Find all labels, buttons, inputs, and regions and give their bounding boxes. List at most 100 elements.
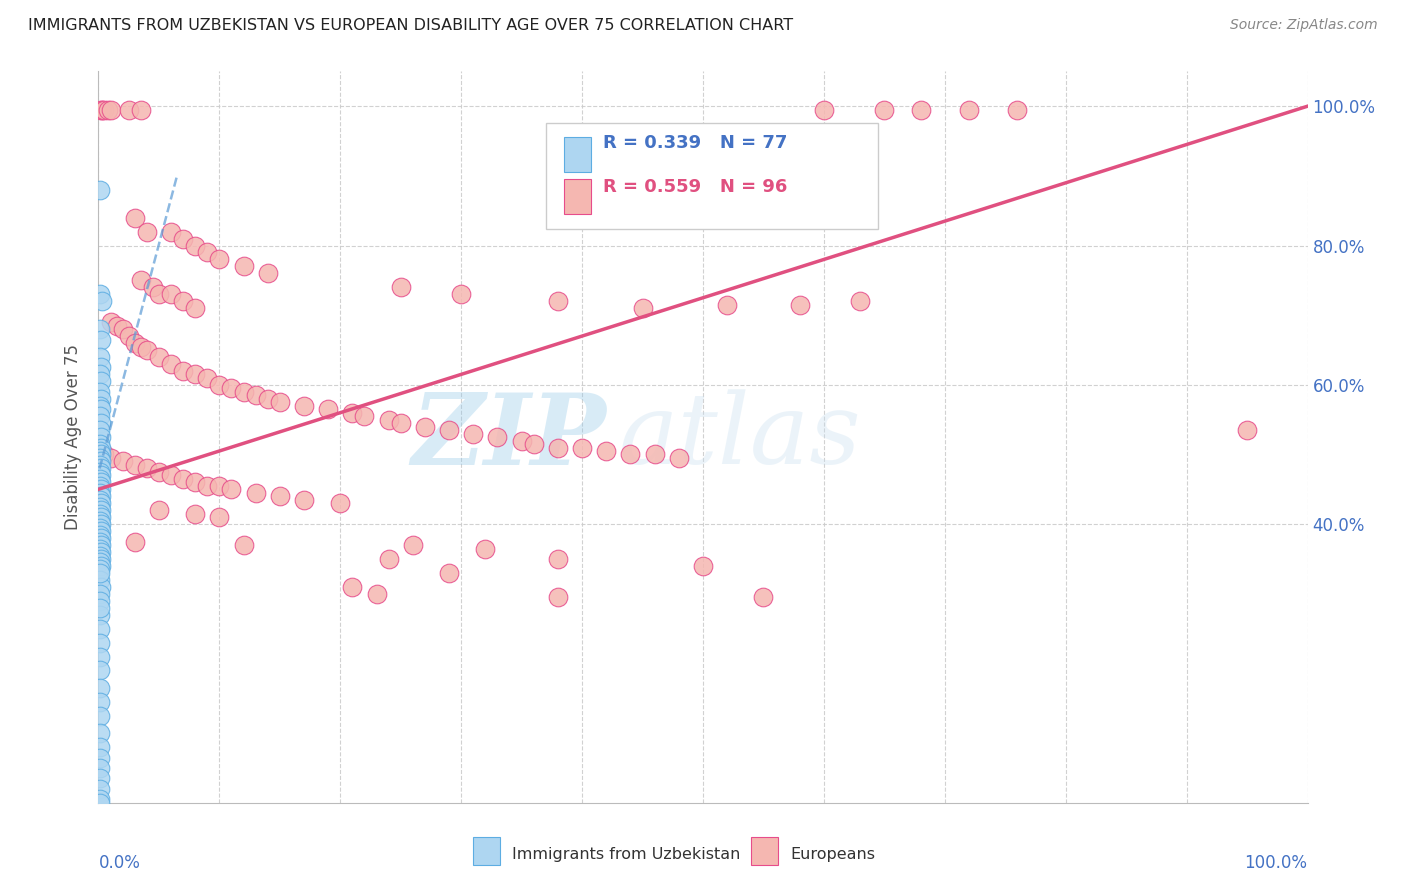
Point <box>89 695 111 709</box>
Point <box>957 103 980 117</box>
Bar <box>564 137 591 172</box>
Point <box>377 412 399 426</box>
Point <box>245 485 267 500</box>
Point <box>89 368 111 382</box>
Point <box>105 318 128 333</box>
Text: R = 0.339   N = 77: R = 0.339 N = 77 <box>603 134 787 153</box>
Point <box>148 287 170 301</box>
Point <box>474 541 496 556</box>
Point <box>377 552 399 566</box>
Point <box>90 538 112 552</box>
Point <box>316 402 339 417</box>
Point <box>89 622 111 636</box>
Point <box>208 479 231 493</box>
Text: Source: ZipAtlas.com: Source: ZipAtlas.com <box>1230 18 1378 32</box>
Point <box>89 562 111 576</box>
Point <box>523 437 546 451</box>
Point <box>160 468 183 483</box>
Text: R = 0.559   N = 96: R = 0.559 N = 96 <box>603 178 787 196</box>
Point <box>1236 423 1258 437</box>
Point <box>90 475 112 490</box>
Point <box>221 381 243 395</box>
Point <box>89 573 111 587</box>
Text: 100.0%: 100.0% <box>1244 854 1308 872</box>
Point <box>89 635 111 649</box>
Point <box>90 552 112 566</box>
Point <box>89 492 111 507</box>
Point <box>510 434 533 448</box>
Point <box>89 796 111 810</box>
Point <box>89 183 111 197</box>
Point <box>90 454 112 468</box>
Point <box>89 458 111 472</box>
Point <box>89 649 111 664</box>
Point <box>221 483 243 497</box>
Point <box>89 781 111 796</box>
Point <box>256 266 278 280</box>
Point <box>90 558 112 573</box>
Point <box>90 333 112 347</box>
Point <box>208 252 231 267</box>
Point <box>90 430 112 444</box>
Point <box>89 740 111 755</box>
Point <box>1007 103 1029 117</box>
Point <box>89 322 111 336</box>
Point <box>90 360 112 375</box>
Point <box>100 103 122 117</box>
Point <box>124 534 146 549</box>
Point <box>413 419 436 434</box>
Point <box>595 444 617 458</box>
Point <box>208 377 231 392</box>
Point <box>89 681 111 695</box>
Bar <box>564 179 591 214</box>
Point <box>148 465 170 479</box>
Point <box>195 245 218 260</box>
Point <box>142 280 165 294</box>
Y-axis label: Disability Age Over 75: Disability Age Over 75 <box>65 344 83 530</box>
Point <box>89 607 111 622</box>
Point <box>631 301 654 316</box>
Point <box>148 503 170 517</box>
Point <box>89 350 111 364</box>
Point <box>668 450 690 465</box>
Point <box>90 402 112 417</box>
Point <box>89 423 111 437</box>
Point <box>547 294 569 309</box>
Bar <box>751 838 778 865</box>
Point <box>89 514 111 528</box>
Point <box>402 538 425 552</box>
Point <box>752 591 775 605</box>
Text: IMMIGRANTS FROM UZBEKISTAN VS EUROPEAN DISABILITY AGE OVER 75 CORRELATION CHART: IMMIGRANTS FROM UZBEKISTAN VS EUROPEAN D… <box>28 18 793 33</box>
Point <box>97 103 120 117</box>
Point <box>90 448 112 462</box>
Point <box>89 594 111 608</box>
Point <box>111 322 134 336</box>
Point <box>89 541 111 556</box>
Point <box>292 399 315 413</box>
Point <box>208 510 231 524</box>
Point <box>437 566 460 580</box>
Point <box>90 503 112 517</box>
Text: ZIP: ZIP <box>412 389 606 485</box>
Point <box>90 392 112 406</box>
Point <box>692 558 714 573</box>
Point <box>89 527 111 541</box>
Point <box>873 103 896 117</box>
Point <box>89 556 111 570</box>
Point <box>89 521 111 535</box>
Point <box>89 409 111 424</box>
Point <box>89 600 111 615</box>
Point <box>389 416 412 430</box>
Point <box>329 496 352 510</box>
Point <box>89 437 111 451</box>
Point <box>269 489 291 503</box>
Point <box>160 357 183 371</box>
Point <box>89 587 111 601</box>
Point <box>910 103 932 117</box>
Point <box>89 399 111 413</box>
Point <box>111 454 134 468</box>
Point <box>90 545 112 559</box>
Point <box>547 591 569 605</box>
Point <box>90 510 112 524</box>
Point <box>90 524 112 538</box>
